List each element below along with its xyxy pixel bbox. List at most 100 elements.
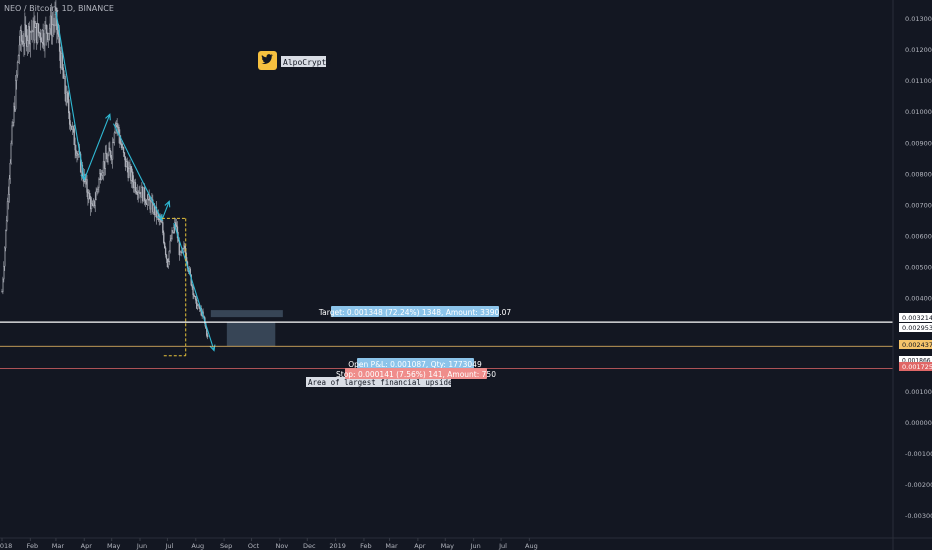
candle-body bbox=[128, 168, 130, 178]
candle-body bbox=[67, 92, 69, 100]
candle-body bbox=[7, 194, 10, 202]
annotation-note[interactable]: Area of largest financial upside. bbox=[306, 377, 457, 387]
candle-body bbox=[54, 14, 56, 26]
time-tick-label: Mar bbox=[385, 542, 398, 550]
candle-body bbox=[173, 227, 175, 233]
candle-body bbox=[97, 187, 99, 190]
candle-body bbox=[101, 172, 104, 176]
candle-body bbox=[116, 123, 118, 128]
price-badge-current: 0.002953 bbox=[899, 323, 932, 332]
candle-body bbox=[134, 182, 137, 192]
stop-label-bg bbox=[345, 368, 487, 379]
candle-body bbox=[72, 126, 74, 129]
target-label-text: Target: 0.001348 (72.24%) 1348, Amount: … bbox=[318, 308, 512, 317]
symbol-title: NEO / Bitcoin, 1D, BINANCE bbox=[4, 4, 114, 13]
time-tick-label: Aug bbox=[525, 542, 538, 550]
candle-body bbox=[24, 24, 26, 44]
candle-body bbox=[167, 261, 169, 268]
candle-body bbox=[48, 28, 51, 34]
time-tick-label: Apr bbox=[81, 542, 93, 550]
candle-body bbox=[123, 152, 126, 157]
candle-body bbox=[47, 32, 50, 40]
time-tick-label: Apr bbox=[414, 542, 426, 550]
open-pnl-label[interactable]: Open P&L: 0.001087, Qty: 1773049 bbox=[348, 358, 482, 369]
candle-body bbox=[135, 191, 138, 193]
candle-body bbox=[6, 201, 9, 221]
price-badge-stop-a: 0.001866 bbox=[899, 356, 932, 365]
candle-body bbox=[26, 40, 29, 47]
candle-body bbox=[51, 24, 53, 36]
candle-body bbox=[5, 220, 8, 231]
candle-body bbox=[2, 278, 4, 292]
candle-body bbox=[58, 36, 61, 52]
candle-body bbox=[69, 124, 72, 127]
price-tick-label: -0.003000 bbox=[905, 512, 932, 520]
candle-body bbox=[15, 74, 18, 81]
price-badge-entry: 0.002437 bbox=[899, 340, 932, 349]
candle-body bbox=[23, 43, 25, 46]
candle-body bbox=[74, 144, 76, 151]
target-label[interactable]: Target: 0.001348 (72.24%) 1348, Amount: … bbox=[318, 306, 512, 317]
candle-body bbox=[100, 175, 103, 180]
candle-body bbox=[98, 178, 100, 188]
time-tick-label: Aug bbox=[191, 542, 204, 550]
candle-body bbox=[109, 147, 111, 152]
candle-body bbox=[162, 222, 164, 233]
candle-body bbox=[1, 291, 3, 293]
time-tick-label: Jul bbox=[498, 542, 507, 550]
candle-body bbox=[192, 286, 194, 296]
stop-label[interactable]: Stop: 0.000141 (7.56%) 141, Amount: 750 bbox=[336, 368, 496, 379]
candle-body bbox=[168, 250, 170, 262]
time-tick-label: Jul bbox=[165, 542, 174, 550]
drawing-layer[interactable] bbox=[55, 11, 216, 352]
time-tick-label: 2018 bbox=[0, 542, 12, 550]
candle-body bbox=[20, 30, 22, 42]
candle-body bbox=[12, 122, 14, 126]
candle-body bbox=[182, 248, 184, 250]
candle-body bbox=[9, 162, 11, 180]
candle-body bbox=[61, 52, 63, 69]
stop-label-text: Stop: 0.000141 (7.56%) 141, Amount: 750 bbox=[336, 370, 496, 379]
candle-body bbox=[146, 198, 148, 205]
candle-body bbox=[179, 251, 181, 256]
time-tick-label: Dec bbox=[303, 542, 316, 550]
candle-body bbox=[175, 224, 178, 227]
level-layer bbox=[0, 217, 893, 369]
candle-body bbox=[26, 29, 28, 47]
trend-arrow-line bbox=[55, 11, 85, 180]
candle-body bbox=[175, 222, 177, 226]
candle-body bbox=[90, 203, 93, 210]
svg-text:0.002437: 0.002437 bbox=[902, 341, 932, 349]
svg-text:0.003214: 0.003214 bbox=[902, 314, 932, 322]
candle-body bbox=[25, 24, 27, 30]
candle-body bbox=[5, 229, 7, 249]
candle-body bbox=[75, 149, 77, 156]
candle-body bbox=[108, 147, 110, 156]
open-pnl-bg bbox=[357, 358, 474, 369]
candle-body bbox=[112, 141, 115, 143]
candle-body bbox=[144, 200, 147, 204]
target-zone bbox=[226, 322, 276, 347]
candle-body bbox=[132, 171, 134, 183]
candle-body bbox=[73, 128, 75, 145]
candle-body bbox=[206, 335, 209, 338]
trend-arrow-line bbox=[83, 114, 111, 180]
candle-body bbox=[120, 143, 122, 145]
time-tick-label: May bbox=[441, 542, 455, 550]
open-pnl-text: Open P&L: 0.001087, Qty: 1773049 bbox=[348, 360, 482, 369]
price-tick-label: -0.002000 bbox=[905, 481, 932, 489]
target-label-bg bbox=[331, 306, 499, 317]
price-tick-label: 0.000000 bbox=[905, 419, 932, 427]
candle-body bbox=[171, 230, 173, 239]
candle-body bbox=[11, 125, 13, 144]
